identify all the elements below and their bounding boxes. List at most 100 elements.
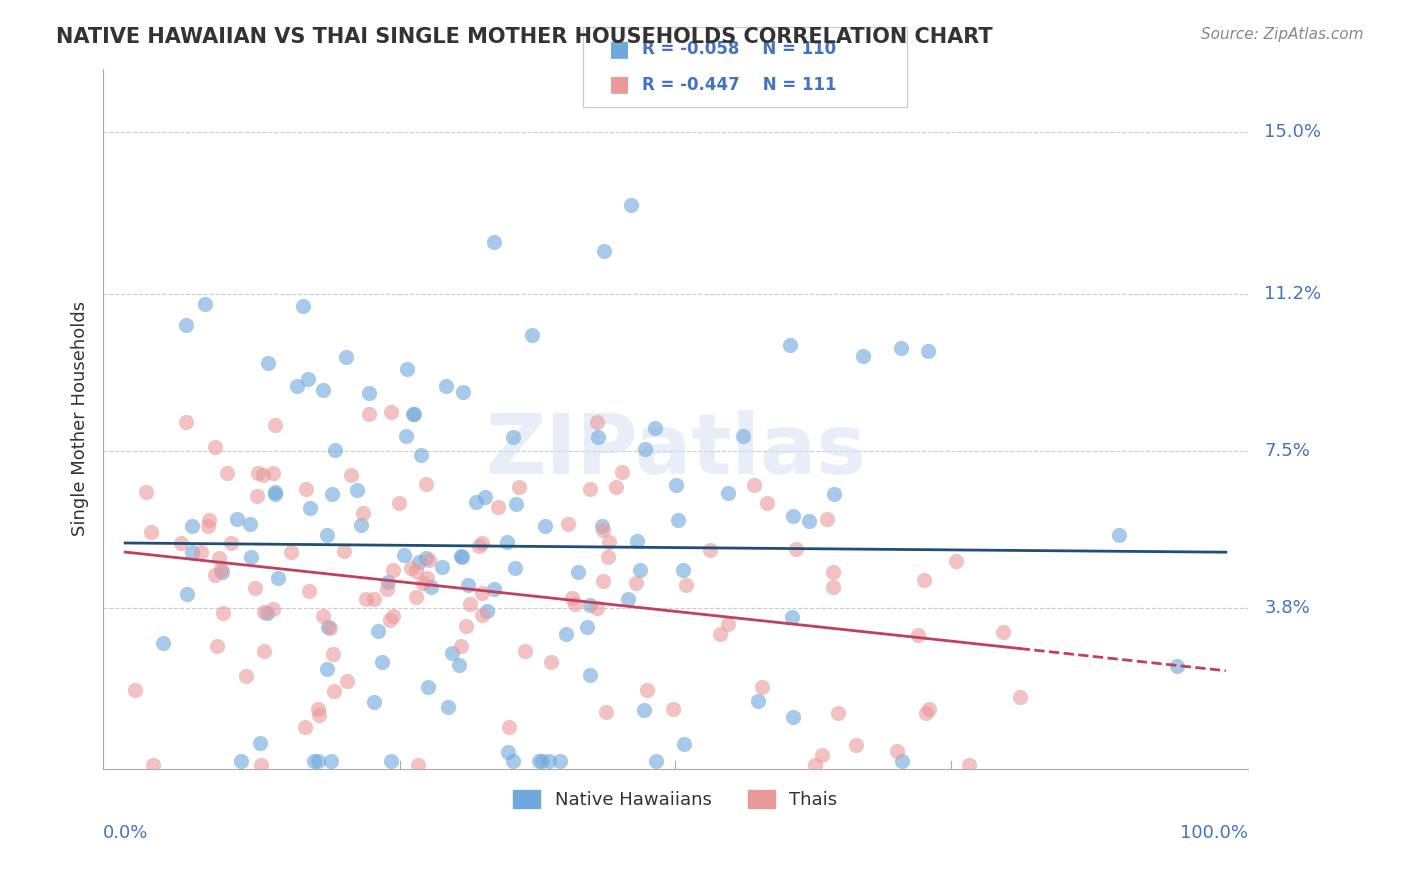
Point — [432, 559, 454, 574]
Point — [176, 587, 198, 601]
Point — [250, 758, 273, 772]
Point — [1166, 659, 1188, 673]
Point — [555, 627, 578, 641]
Point — [359, 407, 381, 421]
Point — [592, 523, 614, 537]
Point — [208, 550, 231, 565]
Point — [450, 639, 472, 653]
Point — [415, 477, 437, 491]
Point — [418, 680, 440, 694]
Point — [319, 621, 342, 635]
Point — [673, 737, 696, 751]
Point — [471, 586, 494, 600]
Point — [316, 662, 339, 676]
Point — [779, 337, 801, 351]
Point — [219, 535, 242, 549]
Point — [235, 669, 257, 683]
Point — [174, 416, 197, 430]
Point — [486, 500, 509, 514]
Point — [194, 296, 217, 310]
Text: R = -0.058    N = 110: R = -0.058 N = 110 — [641, 40, 835, 58]
Point — [780, 609, 803, 624]
Point — [811, 747, 834, 762]
Point — [264, 484, 287, 499]
Point — [263, 487, 285, 501]
Point — [471, 536, 494, 550]
Point — [593, 244, 616, 259]
Point — [482, 235, 505, 249]
Point — [915, 706, 938, 721]
Text: 15.0%: 15.0% — [1264, 123, 1322, 141]
Point — [917, 344, 939, 359]
Point — [350, 518, 373, 533]
Point — [797, 514, 820, 528]
Point — [620, 198, 643, 212]
Point — [575, 619, 598, 633]
Point — [907, 628, 929, 642]
Point — [323, 442, 346, 457]
Point — [267, 571, 290, 585]
Point — [295, 482, 318, 496]
Point — [411, 449, 433, 463]
Point — [336, 673, 359, 688]
Point — [624, 576, 647, 591]
Point — [243, 581, 266, 595]
Point — [733, 429, 755, 443]
Point — [412, 575, 434, 590]
Point — [292, 299, 315, 313]
Point — [139, 524, 162, 539]
Point — [579, 482, 602, 496]
Point — [367, 624, 389, 639]
Point — [520, 328, 543, 343]
Point — [239, 549, 262, 564]
Point — [302, 754, 325, 768]
Point — [406, 758, 429, 772]
Point — [527, 754, 550, 768]
Point — [357, 386, 380, 401]
Point — [477, 604, 499, 618]
Point — [312, 608, 335, 623]
Point — [782, 509, 804, 524]
Point — [464, 495, 486, 509]
Point — [252, 467, 274, 482]
Point — [717, 616, 740, 631]
Point — [322, 647, 344, 661]
Point — [595, 705, 617, 719]
Point — [567, 565, 589, 579]
Text: NATIVE HAWAIIAN VS THAI SINGLE MOTHER HOUSEHOLDS CORRELATION CHART: NATIVE HAWAIIAN VS THAI SINGLE MOTHER HO… — [56, 27, 993, 46]
Point — [666, 513, 689, 527]
Point — [323, 684, 346, 698]
Point — [531, 754, 554, 768]
Point — [591, 518, 613, 533]
Point — [610, 466, 633, 480]
Point — [665, 477, 688, 491]
Point — [644, 754, 666, 768]
Point — [451, 385, 474, 400]
Point — [823, 566, 845, 580]
Point — [135, 485, 157, 500]
Point — [716, 485, 738, 500]
Point — [181, 519, 204, 533]
Point — [142, 758, 165, 772]
Point — [340, 468, 363, 483]
Point — [395, 429, 418, 443]
Point — [747, 694, 769, 708]
Point — [449, 657, 471, 672]
Point — [890, 341, 912, 355]
Point — [298, 500, 321, 515]
Point — [579, 667, 602, 681]
Point — [253, 643, 276, 657]
Point — [502, 430, 524, 444]
Point — [508, 480, 530, 494]
Point — [592, 574, 614, 588]
Point — [505, 497, 527, 511]
Point — [628, 563, 651, 577]
Point — [312, 383, 335, 397]
Point — [402, 408, 425, 422]
Point — [598, 535, 620, 549]
Point — [886, 744, 908, 758]
Point — [307, 754, 329, 768]
Text: 100.0%: 100.0% — [1180, 824, 1249, 842]
Point — [297, 372, 319, 386]
Point — [991, 624, 1014, 639]
